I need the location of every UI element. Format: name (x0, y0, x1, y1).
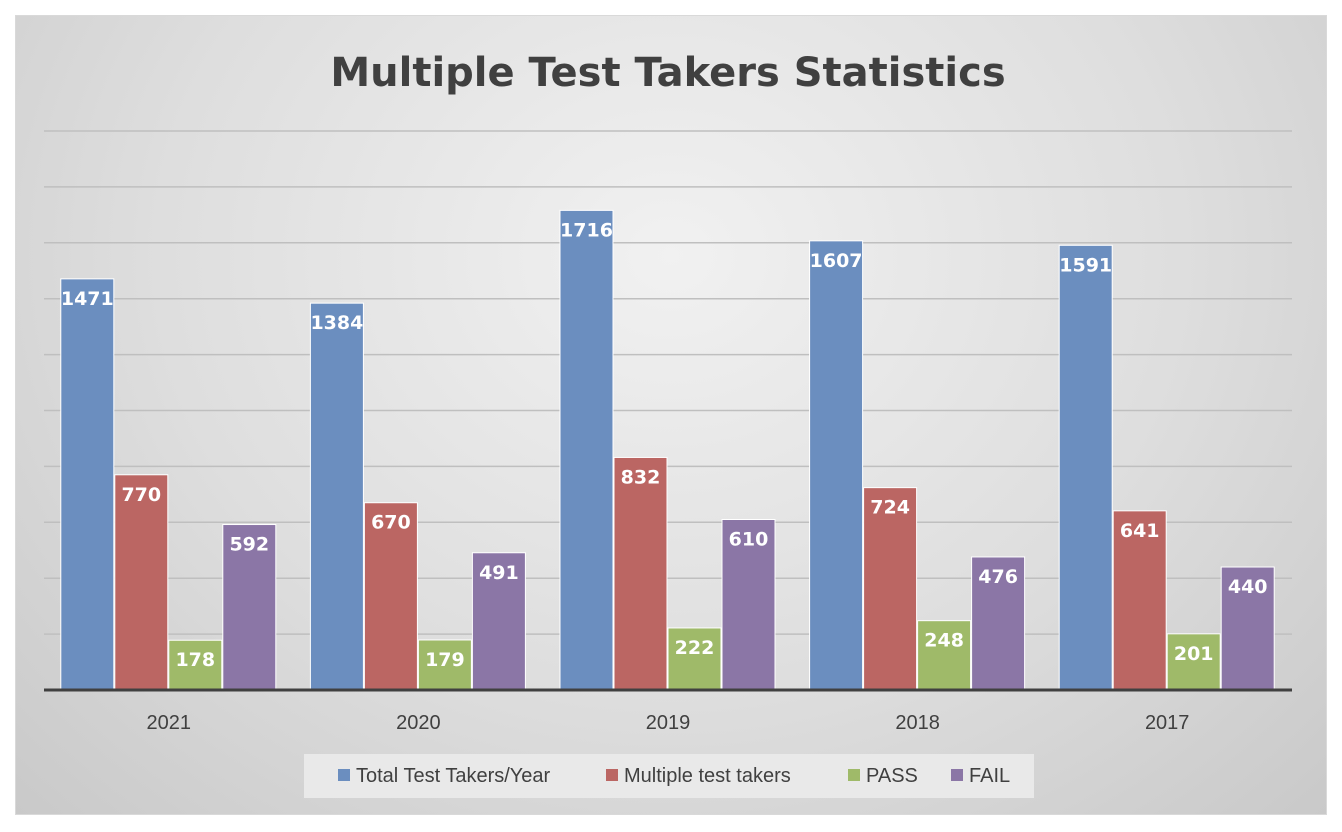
bar (471, 552, 526, 691)
legend-label: FAIL (969, 765, 1010, 787)
legend-label: PASS (866, 765, 918, 787)
bar (1112, 510, 1167, 691)
category-label: 2020 (396, 712, 441, 734)
data-label: 1716 (560, 219, 613, 241)
legend-background (304, 754, 1034, 798)
data-label: 610 (729, 529, 769, 551)
category-label: 2018 (895, 712, 940, 734)
bar (613, 456, 668, 691)
data-label: 670 (371, 512, 411, 534)
bar (309, 302, 364, 691)
bar (863, 487, 918, 691)
bar-chart: Multiple Test Takers Statistics 14717701… (44, 50, 1292, 798)
bars: 1471 770 178 592 1384 670 179 491 1716 832 222 610 1… (60, 209, 1275, 691)
bar (1166, 633, 1221, 691)
chart-title: Multiple Test Takers Statistics (330, 50, 1005, 96)
data-label: 724 (870, 497, 910, 519)
data-label: 178 (175, 649, 215, 671)
legend-swatch (606, 769, 618, 781)
legend-swatch (848, 769, 860, 781)
data-label: 1591 (1059, 254, 1112, 276)
data-label: 641 (1120, 520, 1160, 542)
data-label: 592 (229, 534, 269, 556)
legend: Total Test Takers/Year Multiple test take… (304, 754, 1034, 798)
data-label: 770 (121, 484, 161, 506)
category-labels: 2021 2020 2019 2018 2017 (147, 712, 1190, 734)
data-label: 476 (978, 566, 1018, 588)
data-label: 491 (479, 562, 519, 584)
bar (721, 519, 776, 691)
bar (809, 240, 864, 691)
data-label: 248 (924, 630, 964, 652)
data-label: 1471 (61, 288, 114, 310)
bar (1058, 244, 1113, 691)
bar (60, 278, 115, 691)
bar (417, 639, 472, 691)
bar (168, 639, 223, 691)
category-label: 2021 (147, 712, 192, 734)
data-label: 1384 (310, 312, 363, 334)
data-label: 179 (425, 649, 465, 671)
bar (667, 627, 722, 691)
bar (1220, 566, 1275, 691)
bar (917, 620, 972, 691)
chart-area: Multiple Test Takers Statistics 1471 770 1… (15, 15, 1327, 815)
data-label: 440 (1228, 576, 1268, 598)
bar (114, 474, 169, 691)
legend-label: Multiple test takers (624, 765, 791, 787)
category-label: 2017 (1145, 712, 1190, 734)
category-label: 2019 (646, 712, 691, 734)
legend-swatch (951, 769, 963, 781)
legend-label: Total Test Takers/Year (356, 765, 551, 787)
bar (559, 209, 614, 691)
data-label: 832 (621, 466, 661, 488)
bar (222, 524, 277, 691)
data-label: 1607 (810, 250, 863, 272)
data-label: 201 (1174, 643, 1214, 665)
bar (971, 556, 1026, 691)
legend-swatch (338, 769, 350, 781)
data-label: 222 (675, 637, 715, 659)
